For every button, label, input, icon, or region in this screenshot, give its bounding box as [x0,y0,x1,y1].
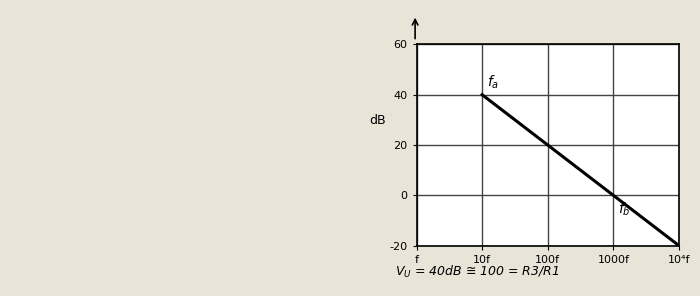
Text: dB: dB [370,114,386,127]
Text: $f_b$: $f_b$ [618,200,631,218]
Text: $V_{U}$ = 40dB ≅ 100 = R3/R1: $V_{U}$ = 40dB ≅ 100 = R3/R1 [395,264,560,280]
Text: $f_a$: $f_a$ [486,73,499,91]
